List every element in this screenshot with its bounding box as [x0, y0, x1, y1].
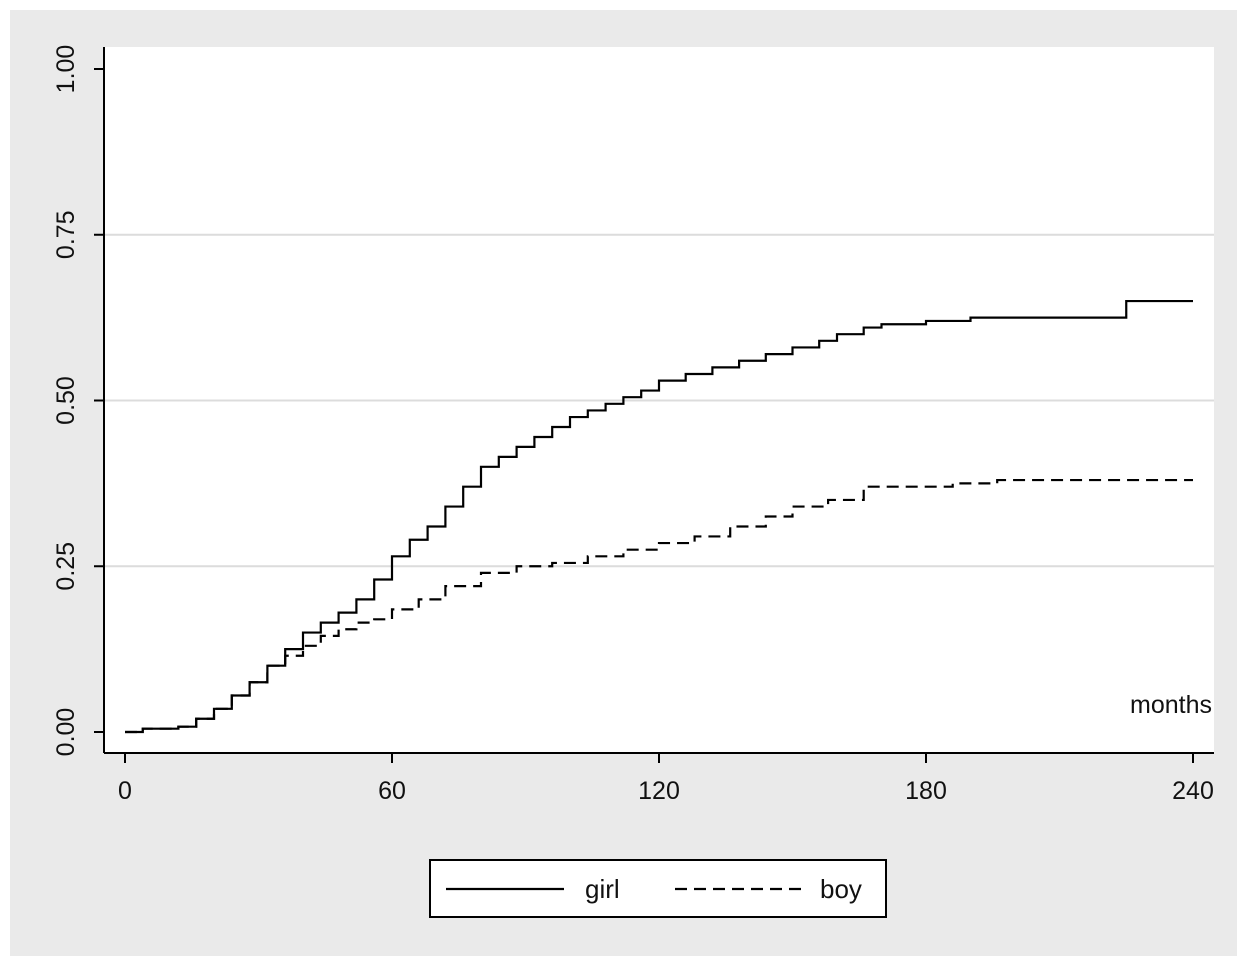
- y-tick-label-3: 0.75: [52, 210, 80, 259]
- series-layer: [125, 299, 1193, 734]
- legend: girl boy: [429, 859, 887, 918]
- y-tick-label-4: 1.00: [52, 45, 80, 94]
- chart-svg: 0.00 0.25 0.50 0.75 1.00 0 60 120 180 240 months…: [52, 45, 1214, 918]
- legend-label-girl: girl: [585, 874, 620, 904]
- x-tick-label-3: 180: [905, 777, 947, 805]
- series-line-boy: [125, 478, 1193, 734]
- x-axis-label: months: [1130, 691, 1212, 719]
- x-tick-label-2: 120: [638, 777, 680, 805]
- legend-label-boy: boy: [820, 874, 862, 904]
- gridlines: [104, 233, 1214, 568]
- y-tick-label-1: 0.25: [52, 542, 80, 591]
- y-ticks: 0.00 0.25 0.50 0.75 1.00: [52, 45, 104, 757]
- x-tick-label-4: 240: [1172, 777, 1214, 805]
- chart-frame: 0.00 0.25 0.50 0.75 1.00 0 60 120 180 240 months…: [10, 10, 1237, 956]
- y-tick-label-0: 0.00: [52, 708, 80, 757]
- x-tick-label-0: 0: [118, 777, 132, 805]
- y-tick-label-2: 0.50: [52, 376, 80, 425]
- x-ticks: 0 60 120 180 240: [118, 753, 1214, 805]
- x-tick-label-1: 60: [378, 777, 406, 805]
